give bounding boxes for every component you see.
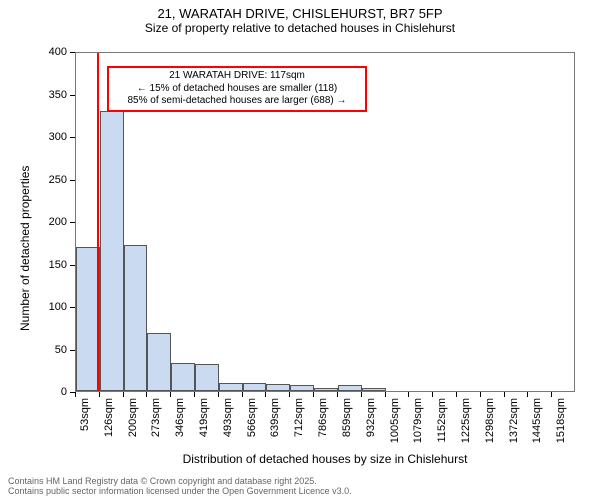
histogram-bar bbox=[171, 363, 195, 391]
histogram-bar bbox=[338, 385, 362, 391]
x-tick-label: 786sqm bbox=[317, 398, 329, 437]
x-tick-label: 1445sqm bbox=[531, 398, 543, 443]
histogram-bar bbox=[314, 388, 338, 391]
x-tick-label: 1005sqm bbox=[389, 398, 401, 443]
y-tick bbox=[70, 307, 75, 308]
x-tick-label: 493sqm bbox=[222, 398, 234, 437]
y-tick-label: 0 bbox=[27, 386, 67, 398]
x-tick bbox=[146, 392, 147, 397]
x-tick-label: 712sqm bbox=[293, 398, 305, 437]
x-tick bbox=[242, 392, 243, 397]
x-tick-label: 1225sqm bbox=[460, 398, 472, 443]
y-tick-label: 250 bbox=[27, 174, 67, 186]
property-marker-line bbox=[97, 53, 99, 391]
y-tick bbox=[70, 265, 75, 266]
histogram-bar bbox=[290, 385, 314, 391]
y-tick-label: 350 bbox=[27, 89, 67, 101]
footer-line-1: Contains HM Land Registry data © Crown c… bbox=[8, 476, 352, 486]
x-tick-label: 346sqm bbox=[174, 398, 186, 437]
chart-subtitle: Size of property relative to detached ho… bbox=[0, 21, 600, 35]
x-tick bbox=[313, 392, 314, 397]
x-tick-label: 1298sqm bbox=[484, 398, 496, 443]
footer-line-2: Contains public sector information licen… bbox=[8, 486, 352, 496]
x-tick bbox=[456, 392, 457, 397]
y-tick-label: 50 bbox=[27, 344, 67, 356]
annotation-line: 85% of semi-detached houses are larger (… bbox=[113, 95, 361, 108]
x-tick bbox=[170, 392, 171, 397]
x-tick-label: 859sqm bbox=[341, 398, 353, 437]
x-tick-label: 273sqm bbox=[150, 398, 162, 437]
x-tick-label: 126sqm bbox=[103, 398, 115, 437]
x-tick bbox=[385, 392, 386, 397]
x-tick bbox=[551, 392, 552, 397]
x-tick bbox=[504, 392, 505, 397]
x-tick-label: 1152sqm bbox=[436, 398, 448, 442]
x-tick bbox=[432, 392, 433, 397]
x-tick bbox=[75, 392, 76, 397]
histogram-bar bbox=[124, 245, 148, 391]
y-tick-label: 150 bbox=[27, 259, 67, 271]
chart-container: 21, WARATAH DRIVE, CHISLEHURST, BR7 5FP … bbox=[0, 0, 600, 500]
x-tick-label: 53sqm bbox=[79, 398, 91, 431]
histogram-bar bbox=[100, 111, 124, 392]
x-tick-label: 932sqm bbox=[365, 398, 377, 437]
x-tick-label: 639sqm bbox=[269, 398, 281, 437]
histogram-bar bbox=[243, 383, 267, 392]
histogram-bar bbox=[362, 388, 386, 391]
histogram-bar bbox=[266, 384, 290, 391]
y-tick bbox=[70, 350, 75, 351]
y-tick-label: 400 bbox=[27, 46, 67, 58]
chart-title: 21, WARATAH DRIVE, CHISLEHURST, BR7 5FP bbox=[0, 0, 600, 21]
y-tick bbox=[70, 52, 75, 53]
x-tick-label: 1079sqm bbox=[412, 398, 424, 443]
y-tick-label: 300 bbox=[27, 131, 67, 143]
x-tick bbox=[408, 392, 409, 397]
histogram-bar bbox=[195, 364, 219, 391]
x-tick bbox=[194, 392, 195, 397]
x-tick bbox=[480, 392, 481, 397]
x-tick-label: 419sqm bbox=[198, 398, 210, 437]
y-tick bbox=[70, 95, 75, 96]
y-axis-title: Number of detached properties bbox=[18, 165, 32, 330]
footer-attribution: Contains HM Land Registry data © Crown c… bbox=[8, 476, 352, 496]
x-tick bbox=[218, 392, 219, 397]
x-tick-label: 1372sqm bbox=[508, 398, 520, 443]
y-tick bbox=[70, 180, 75, 181]
x-tick bbox=[265, 392, 266, 397]
x-tick bbox=[99, 392, 100, 397]
annotation-line: 21 WARATAH DRIVE: 117sqm bbox=[113, 70, 361, 83]
y-tick-label: 100 bbox=[27, 301, 67, 313]
x-tick bbox=[289, 392, 290, 397]
x-axis-title: Distribution of detached houses by size … bbox=[75, 452, 575, 466]
y-tick bbox=[70, 222, 75, 223]
x-tick-label: 200sqm bbox=[127, 398, 139, 437]
annotation-line: ← 15% of detached houses are smaller (11… bbox=[113, 83, 361, 96]
y-tick-label: 200 bbox=[27, 216, 67, 228]
x-tick bbox=[527, 392, 528, 397]
y-tick bbox=[70, 137, 75, 138]
histogram-bar bbox=[147, 333, 171, 391]
x-tick bbox=[123, 392, 124, 397]
x-tick bbox=[337, 392, 338, 397]
histogram-bar bbox=[219, 383, 243, 392]
x-tick bbox=[361, 392, 362, 397]
annotation-box: 21 WARATAH DRIVE: 117sqm← 15% of detache… bbox=[107, 66, 367, 112]
x-tick-label: 1518sqm bbox=[555, 398, 567, 443]
x-tick-label: 566sqm bbox=[246, 398, 258, 437]
